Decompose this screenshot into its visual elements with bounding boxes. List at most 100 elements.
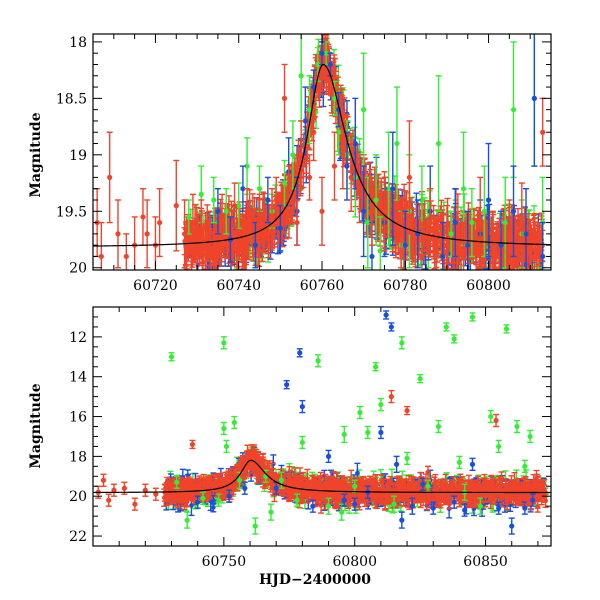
data-point-red [190,486,197,501]
bottom-panel-light-curve-full: 60750 60800 60850 12 14 16 18 20 22 [69,306,552,570]
data-point-blue [398,511,405,529]
data-point-red [445,485,452,499]
data-point-green [477,497,484,515]
data-point-red [489,210,496,270]
x-axis-label-bottom: HJD−2400000 [259,572,371,588]
data-point-blue [343,131,350,201]
data-point-red [518,182,525,270]
data-point-green [252,517,259,535]
data-point-red [202,224,209,270]
data-point-red [248,451,255,466]
data-point-red [310,103,317,162]
data-point-red [528,224,535,270]
data-point-blue [430,501,437,515]
data-point-red [231,182,238,229]
data-point-red [319,176,325,246]
data-point-red [131,497,138,511]
data-point-red [424,465,431,479]
data-point-red [177,483,184,504]
data-point-red [286,487,293,501]
data-point-green [220,421,227,436]
data-point-red [110,483,117,497]
y-tick-label: 20 [69,261,87,277]
x-tick-label: 60720 [133,278,178,294]
x-tick-label: 60780 [383,278,428,294]
data-point-green [377,216,384,270]
data-point-green [223,187,230,235]
data-point-blue [510,165,517,258]
data-point-green [443,322,450,332]
data-point-red [100,473,107,487]
data-point-green [294,493,301,507]
data-point-green [231,415,238,430]
data-point-green [199,491,206,505]
y-tick-label: 22 [69,529,87,545]
data-point-green [435,419,442,434]
data-point-blue [264,176,271,224]
y-axis-label-bottom: Magnitude [28,383,44,468]
plot-area [93,310,551,535]
data-point-blue [299,399,306,414]
data-point-red [423,218,430,255]
data-point-red [139,187,146,246]
data-point-green [377,397,384,412]
data-point-green [289,120,296,190]
data-point-blue [461,503,468,517]
data-point-green [527,429,534,444]
y-tick-label: 18 [69,449,87,465]
data-point-green [364,425,371,440]
data-point-red [509,479,516,491]
data-point-red [281,63,288,133]
data-point-green [364,176,371,269]
data-point-red [454,226,461,252]
data-point-green [360,52,367,167]
data-point-red [491,485,498,502]
data-point-red [287,469,294,491]
data-point-blue [194,495,201,509]
x-tick-label: 60750 [202,554,247,570]
data-point-red [426,496,433,508]
data-point-red [299,485,306,498]
data-point-red [256,193,263,252]
data-point-red [306,154,313,201]
data-point-green [168,352,175,362]
data-point-blue [439,221,446,270]
data-point-red [121,481,128,495]
data-point-red [477,176,484,269]
y-tick-label: 19.5 [56,204,87,220]
data-point-red [223,474,230,485]
data-point-blue [393,455,400,474]
model-curve [93,459,551,494]
data-point-green [404,451,411,466]
data-point-red [493,413,500,428]
data-point-green [456,455,463,470]
data-point-blue [214,187,221,235]
y-tick-label: 16 [69,410,87,426]
data-point-blue [508,517,515,535]
data-point-blue [239,165,246,212]
data-point-red [98,221,105,270]
data-point-blue [352,97,359,190]
data-point-green [325,497,332,515]
data-point-red [531,221,538,270]
y-tick-label: 18.5 [56,91,87,107]
data-point-blue [523,187,530,270]
data-point-red [294,199,301,246]
data-point-green [469,312,476,322]
data-point-green [173,475,180,489]
data-point-red [331,131,338,201]
data-point-green [451,334,458,344]
x-tick-label: 60800 [332,554,377,570]
data-point-green [503,324,510,334]
y-tick-label: 14 [69,370,87,386]
data-point-blue [252,221,259,269]
plot-area [93,34,551,270]
data-point-red [152,487,159,501]
data-point-red [269,187,276,246]
data-point-red [273,176,280,224]
data-point-red [181,481,188,495]
x-tick-label: 60740 [216,278,261,294]
data-point-blue [325,449,332,464]
data-point-blue [495,501,502,515]
